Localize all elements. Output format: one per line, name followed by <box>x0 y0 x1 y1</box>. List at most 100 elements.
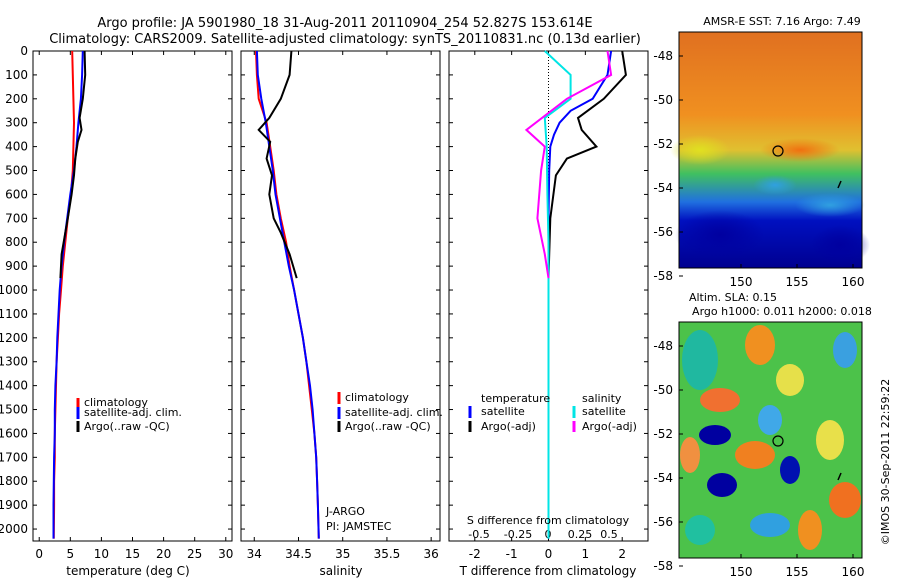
sst-map-title: AMSR-E SST: 7.16 Argo: 7.49 <box>703 15 861 28</box>
depth-ytick-label: 1600 <box>0 426 28 440</box>
float-project-label: J-ARGO <box>325 505 365 518</box>
sla-map-xtick-label: 160 <box>842 565 865 579</box>
sst-map-xtick-label: 160 <box>842 275 865 289</box>
depth-ytick-label: 400 <box>5 140 28 154</box>
legend-label: climatology <box>84 396 148 409</box>
sst-feature <box>760 138 840 162</box>
sla-map <box>678 321 863 559</box>
legend-label: satellite <box>481 405 525 418</box>
sla-map-xtick-label: 155 <box>786 565 809 579</box>
sst-feature <box>795 193 865 217</box>
sla-feature <box>798 510 822 550</box>
sst-map-ytick-label: -56 <box>653 225 673 239</box>
difference-xlabel-top: S difference from climatology <box>467 514 630 527</box>
float-track <box>837 180 842 189</box>
depth-ytick-label: 300 <box>5 116 28 130</box>
temperature-xtick-label: 10 <box>94 547 109 561</box>
sst-map-ytick-label: -50 <box>653 93 673 107</box>
legend-label: Argo(..raw -QC) <box>84 420 170 433</box>
difference-legend: temperature satellite Argo(-adj) salinit… <box>468 392 637 433</box>
salinity-panel-frame <box>240 50 441 542</box>
sst-feature <box>670 135 730 165</box>
sla-map-frame <box>678 321 863 559</box>
salinity-xtick-label: 35.5 <box>374 547 401 561</box>
sla-map-title-line2: Argo h1000: 0.011 h2000: 0.018 <box>692 305 872 318</box>
sla-feature <box>685 515 715 545</box>
sst-map-ytick-label: -48 <box>653 49 673 63</box>
line-plots: 0 5 10 15 20 25 300100200300400500600700800900… <box>0 44 648 561</box>
depth-ytick-label: 100 <box>5 68 28 82</box>
difference-series-argo-adj-s- <box>524 50 613 279</box>
imos-credit: ©IMOS 30-Sep-2011 22:59:22 <box>879 379 892 545</box>
sla-map-ytick-label: -56 <box>653 515 673 529</box>
depth-ytick-label: 200 <box>5 92 28 106</box>
difference-xtick-label: 1 <box>582 547 590 561</box>
legend-label: climatology <box>345 391 409 404</box>
difference-xtick-label: 2 <box>618 547 626 561</box>
sla-feature <box>750 513 790 537</box>
legend-title-salinity: salinity <box>582 392 622 405</box>
sla-feature <box>680 437 700 473</box>
depth-ytick-label: 1800 <box>0 474 28 488</box>
sla-feature <box>780 456 800 484</box>
salinity-xtick-label: 35 <box>335 547 350 561</box>
figure-title-line2: Climatology: CARS2009. Satellite-adjuste… <box>49 32 641 47</box>
temperature-xtick-label: 0 <box>35 547 43 561</box>
difference-xtick-label: 0 <box>545 547 553 561</box>
depth-ytick-label: 1300 <box>0 355 28 369</box>
depth-ytick-label: 800 <box>5 235 28 249</box>
salinity-legend: climatology satellite-adj. clim. Argo(..… <box>337 391 443 433</box>
legend-label: Argo(-adj) <box>481 420 536 433</box>
salinity-xtick-label: 36 <box>424 547 439 561</box>
sla-map-ytick-label: -58 <box>653 559 673 573</box>
float-track <box>837 472 842 481</box>
temperature-xtick-label: 5 <box>66 547 74 561</box>
difference-series-argo-adj-t- <box>547 50 627 279</box>
map-ticks: 150 155 160 -48 -50 -52 -54 -56 -58 150 155 160 -48 -… <box>653 49 864 579</box>
temperature-xlabel: temperature (deg C) <box>66 564 189 578</box>
depth-ytick-label: 900 <box>5 259 28 273</box>
sst-map-frame <box>678 31 863 269</box>
sla-map-ytick-label: -50 <box>653 383 673 397</box>
depth-ytick-label: 500 <box>5 164 28 178</box>
sst-map-ytick-label: -58 <box>653 269 673 283</box>
sst-map <box>670 31 870 269</box>
sla-map-ytick-label: -48 <box>653 339 673 353</box>
sla-map-title-line1: Altim. SLA: 0.15 <box>689 291 777 304</box>
depth-ytick-label: 1500 <box>0 403 28 417</box>
sla-feature <box>700 388 740 412</box>
salinity-diff-tick-label: -0.5 <box>468 528 489 541</box>
legend-label: Argo(-adj) <box>582 420 637 433</box>
depth-ytick-label: 1000 <box>0 283 28 297</box>
sst-map-ytick-label: -52 <box>653 137 673 151</box>
argo-position-marker <box>772 145 784 157</box>
sla-feature <box>758 405 782 435</box>
sla-map-xtick-label: 150 <box>730 565 753 579</box>
sla-feature <box>816 420 844 460</box>
sla-feature <box>776 364 804 396</box>
sla-feature <box>707 473 737 497</box>
salinity-xtick-label: 34 <box>247 547 262 561</box>
difference-xlabel: T difference from climatology <box>459 564 637 578</box>
depth-ytick-label: 700 <box>5 211 28 225</box>
float-pi-label: PI: JAMSTEC <box>326 520 392 533</box>
depth-ytick-label: 1700 <box>0 450 28 464</box>
salinity-series-satellite-adj-clim- <box>255 50 320 539</box>
salinity-diff-tick-label: 0.5 <box>600 528 618 541</box>
legend-label: Argo(..raw -QC) <box>345 420 431 433</box>
legend-label: satellite-adj. clim. <box>345 406 443 419</box>
depth-ytick-label: 1200 <box>0 331 28 345</box>
salinity-xlabel: salinity <box>319 564 362 578</box>
legend-label: satellite-adj. clim. <box>84 406 182 419</box>
temperature-series-satellite-adj-clim- <box>52 50 84 539</box>
sla-map-ytick-label: -54 <box>653 471 673 485</box>
depth-ytick-label: 1100 <box>0 307 28 321</box>
sst-feature <box>753 175 797 195</box>
sla-feature <box>745 325 775 365</box>
sla-feature <box>682 330 718 390</box>
salinity-xtick-label: 34.5 <box>285 547 312 561</box>
temperature-legend: climatology satellite-adj. clim. Argo(..… <box>76 396 182 433</box>
sla-map-ytick-label: -52 <box>653 427 673 441</box>
sst-feature <box>675 210 765 260</box>
